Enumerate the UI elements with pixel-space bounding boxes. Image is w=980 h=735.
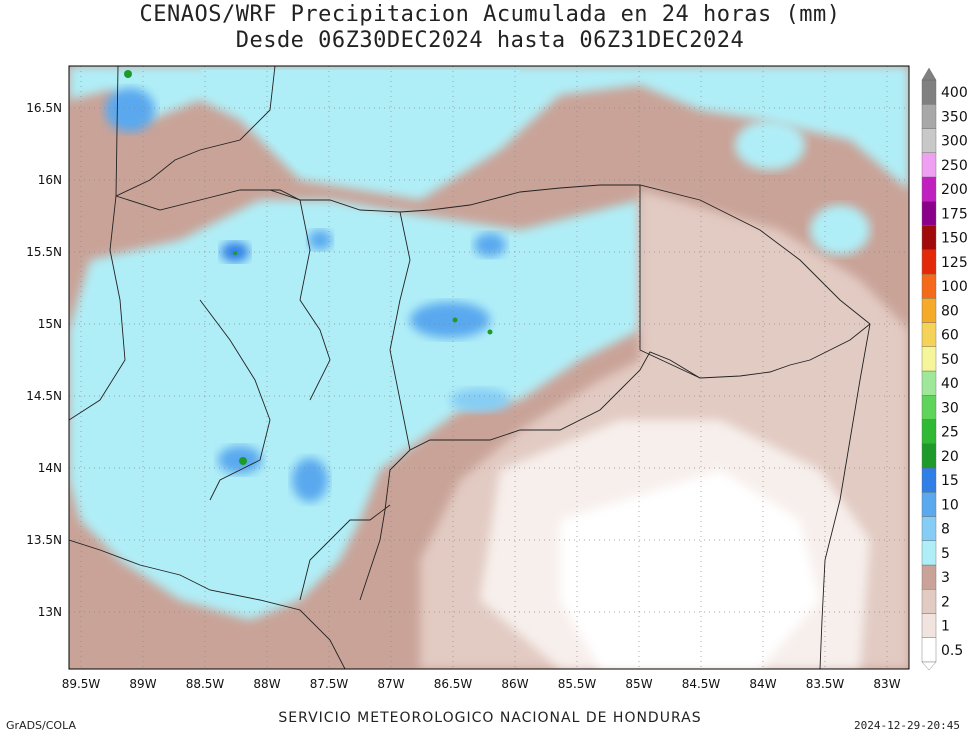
lat-tick-label: 15N [38,317,62,331]
colorbar-swatch [921,467,937,493]
lon-tick-label: 87.5W [310,677,349,691]
lat-tick-label: 16.5N [26,101,62,115]
colorbar-swatch [921,225,937,250]
lon-axis-labels: 89.5W 89W 88.5W 88W 87.5W 87W 86.5W 86W … [62,677,901,691]
lat-tick-label: 14.5N [26,389,62,403]
lon-tick-label: 89.5W [62,677,101,691]
colorbar-label: 250 [941,158,968,174]
lat-axis-labels: 16.5N 16N 15.5N 15N 14.5N 14N 13.5N 13N [26,101,62,619]
precip-field [69,66,909,669]
colorbar-label: 15 [941,473,959,489]
lat-tick-label: 13.5N [26,533,62,547]
lon-tick-label: 83.5W [806,677,845,691]
lon-tick-label: 84W [749,677,776,691]
colorbar-swatch [921,564,937,590]
colorbar-swatch [921,322,937,347]
map-title: CENAOS/WRF Precipitacion Acumulada en 24… [139,2,841,27]
colorbar-label: 5 [941,546,950,562]
colorbar-swatch [921,79,937,105]
plot-frame [68,65,910,670]
lon-tick-label: 85.5W [558,677,597,691]
software-credit: GrADS/COLA [6,719,76,732]
map-subtitle: Desde 06Z30DEC2024 hasta 06Z31DEC2024 [235,28,745,53]
lat-tick-label: 14N [38,461,62,475]
colorbar-label: 80 [941,303,959,319]
colorbar-label: 100 [941,279,968,295]
colorbar-swatch [921,443,937,469]
lon-tick-label: 87W [377,677,404,691]
colorbar-swatch [921,419,937,444]
colorbar-label: 150 [941,231,968,247]
lon-tick-label: 88.5W [186,677,225,691]
colorbar-swatch [921,637,937,663]
colorbar-label: 60 [941,328,959,344]
colorbar-label: 10 [941,497,959,513]
colorbar-swatch [921,152,937,178]
colorbar-label: 175 [941,206,968,222]
colorbar-label: 30 [941,400,959,416]
colorbar-label: 400 [941,85,968,101]
lat-tick-label: 16N [38,173,62,187]
colorbar-label: 25 [941,425,959,441]
colorbar-label: 40 [941,376,959,392]
lat-tick-label: 13N [38,605,62,619]
colorbar-label: 2 [941,594,950,610]
colorbar-label: 125 [941,255,968,271]
country-borders [69,66,871,669]
colorbar-swatch [921,492,937,517]
colorbar-swatch [921,104,937,129]
colorbar-swatch [921,128,937,153]
colorbar-swatch [921,176,937,202]
colorbar: 0.5 1 2 3 5 8 10 15 20 25 30 40 50 60 80 100 125 150 175 20… [921,67,968,671]
lon-tick-label: 83W [873,677,900,691]
colorbar-swatch [921,298,937,323]
colorbar-swatch [921,370,937,396]
colorbar-swatch [921,613,937,638]
colorbar-label: 3 [941,570,950,586]
colorbar-bottom-cap [921,661,937,671]
lon-tick-label: 89W [129,677,156,691]
lon-tick-label: 86.5W [434,677,473,691]
lon-tick-label: 88W [253,677,280,691]
colorbar-swatch [921,540,937,566]
colorbar-label: 300 [941,134,968,150]
colorbar-label: 200 [941,182,968,198]
colorbar-swatch [921,273,937,299]
colorbar-label: 0.5 [941,643,963,659]
lon-tick-label: 86W [501,677,528,691]
colorbar-swatch [921,395,937,420]
colorbar-swatch [921,201,937,226]
colorbar-label: 350 [941,109,968,125]
lon-tick-label: 84.5W [682,677,721,691]
agency-name: SERVICIO METEOROLOGICO NACIONAL DE HONDU… [278,710,702,726]
lat-tick-label: 15.5N [26,245,62,259]
lon-tick-label: 85W [625,677,652,691]
colorbar-swatch [921,249,937,275]
colorbar-label: 8 [941,522,950,538]
colorbar-label: 50 [941,352,959,368]
colorbar-swatch [921,589,937,614]
colorbar-label: 1 [941,619,950,635]
colorbar-top-cap [921,67,937,81]
colorbar-swatch [921,516,937,541]
graticule [69,66,909,669]
issue-timestamp: 2024-12-29-20:45 [854,719,960,732]
colorbar-label: 20 [941,449,959,465]
colorbar-swatch [921,346,937,372]
